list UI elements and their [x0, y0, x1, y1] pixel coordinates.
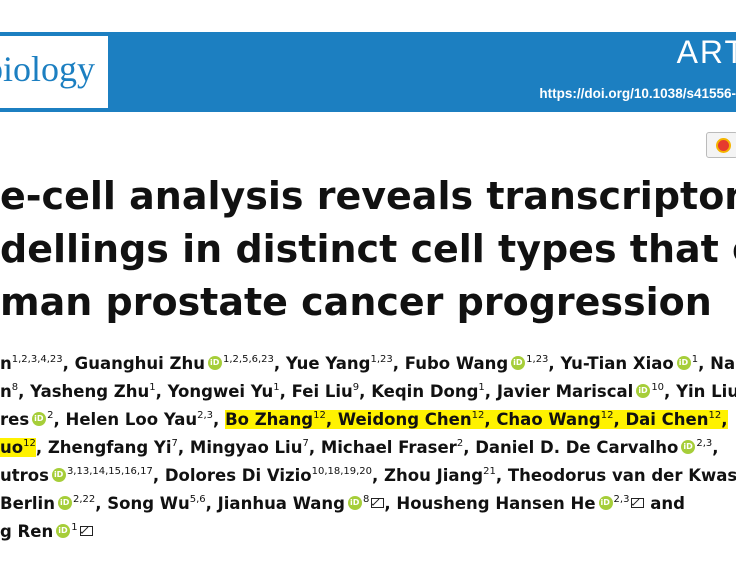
check-for-updates-icon [716, 138, 731, 153]
orcid-icon[interactable] [511, 356, 526, 370]
author[interactable]: res2 [0, 410, 54, 429]
author-highlighted[interactable]: Dai Chen12, [625, 410, 728, 429]
author[interactable]: Yu-Tian Xiao1 [560, 354, 698, 373]
author-line-4: uo12, Zhengfang Yi7, Mingyao Liu7, Micha… [0, 434, 736, 462]
author[interactable]: n8 [0, 382, 19, 401]
author-highlighted[interactable]: Weidong Chen12, [337, 410, 497, 429]
author[interactable]: Michael Fraser2 [320, 438, 464, 457]
author-highlighted[interactable]: uo12 [0, 438, 36, 457]
author[interactable]: Yin Liu1 [676, 382, 736, 401]
author[interactable]: Fei Liu9 [291, 382, 360, 401]
check-for-updates-badge[interactable] [706, 132, 736, 158]
orcid-icon[interactable] [208, 356, 222, 370]
author[interactable]: Yongwei Yu1 [167, 382, 280, 401]
author-highlighted[interactable]: Chao Wang12, [496, 410, 626, 429]
title-line-1: e-cell analysis reveals transcriptomic [0, 174, 736, 218]
author[interactable]: Theodorus van der Kwast [507, 466, 736, 485]
author[interactable]: Javier Mariscal10 [497, 382, 664, 401]
orcid-icon[interactable] [681, 440, 696, 454]
author[interactable]: utros3,13,14,15,16,17 [0, 466, 153, 485]
author-line-5: utros3,13,14,15,16,17, Dolores Di Vizio1… [0, 462, 736, 490]
author-list: n1,2,3,4,23, Guanghui Zhu1,2,5,6,23, Yue… [0, 350, 736, 546]
orcid-icon[interactable] [32, 412, 47, 426]
orcid-icon[interactable] [51, 468, 66, 482]
author[interactable]: g Ren1 [0, 522, 93, 541]
author[interactable]: Housheng Hansen He2,3 [396, 494, 645, 513]
doi-link[interactable]: https://doi.org/10.1038/s41556- [539, 86, 736, 101]
mail-icon[interactable] [79, 526, 93, 536]
author-line-1: n1,2,3,4,23, Guanghui Zhu1,2,5,6,23, Yue… [0, 350, 736, 378]
author[interactable]: Helen Loo Yau2,3 [65, 410, 214, 429]
author[interactable]: Zhou Jiang21 [384, 466, 496, 485]
author[interactable]: Berlin2,22 [0, 494, 95, 513]
author[interactable]: Song Wu5,6 [107, 494, 206, 513]
orcid-icon[interactable] [56, 524, 71, 538]
author[interactable]: Daniel D. De Carvalho2,3 [475, 438, 712, 457]
author[interactable]: Yue Yang1,23 [285, 354, 393, 373]
title-line-3: man prostate cancer progression [0, 280, 712, 324]
author[interactable]: Fubo Wang1,23 [405, 354, 549, 373]
author[interactable]: Zhengfang Yi7 [47, 438, 178, 457]
article-title: e-cell analysis reveals transcriptomic d… [0, 170, 736, 329]
journal-header: biology ART https://doi.org/10.1038/s415… [0, 0, 736, 126]
title-line-2: dellings in distinct cell types that con… [0, 227, 736, 271]
journal-logo[interactable]: biology [0, 32, 112, 112]
article-type-label: ART [676, 34, 736, 70]
article-banner: ART https://doi.org/10.1038/s41556- [112, 32, 736, 112]
orcid-icon[interactable] [636, 384, 651, 398]
author[interactable]: Na [710, 354, 736, 373]
mail-icon[interactable] [631, 498, 645, 508]
orcid-icon[interactable] [598, 496, 613, 510]
author[interactable]: Yasheng Zhu1 [30, 382, 156, 401]
author[interactable]: Jianhua Wang8 [218, 494, 385, 513]
author[interactable]: Dolores Di Vizio10,18,19,20 [164, 466, 373, 485]
author-line-2: n8, Yasheng Zhu1, Yongwei Yu1, Fei Liu9,… [0, 378, 736, 406]
author[interactable]: Guanghui Zhu1,2,5,6,23 [75, 354, 274, 373]
author-line-6: Berlin2,22, Song Wu5,6, Jianhua Wang8, H… [0, 490, 736, 518]
author[interactable]: Keqin Dong1 [371, 382, 485, 401]
journal-name: biology [0, 49, 96, 89]
author-line-7: g Ren1 [0, 518, 736, 546]
author-line-3: res2, Helen Loo Yau2,3, Bo Zhang12, Weid… [0, 406, 736, 434]
author-highlighted[interactable]: Bo Zhang12, [225, 410, 338, 429]
orcid-icon[interactable] [348, 496, 362, 510]
mail-icon[interactable] [371, 498, 385, 508]
orcid-icon[interactable] [57, 496, 72, 510]
author[interactable]: n1,2,3,4,23 [0, 354, 63, 373]
author[interactable]: Mingyao Liu7 [189, 438, 309, 457]
orcid-icon[interactable] [676, 356, 691, 370]
